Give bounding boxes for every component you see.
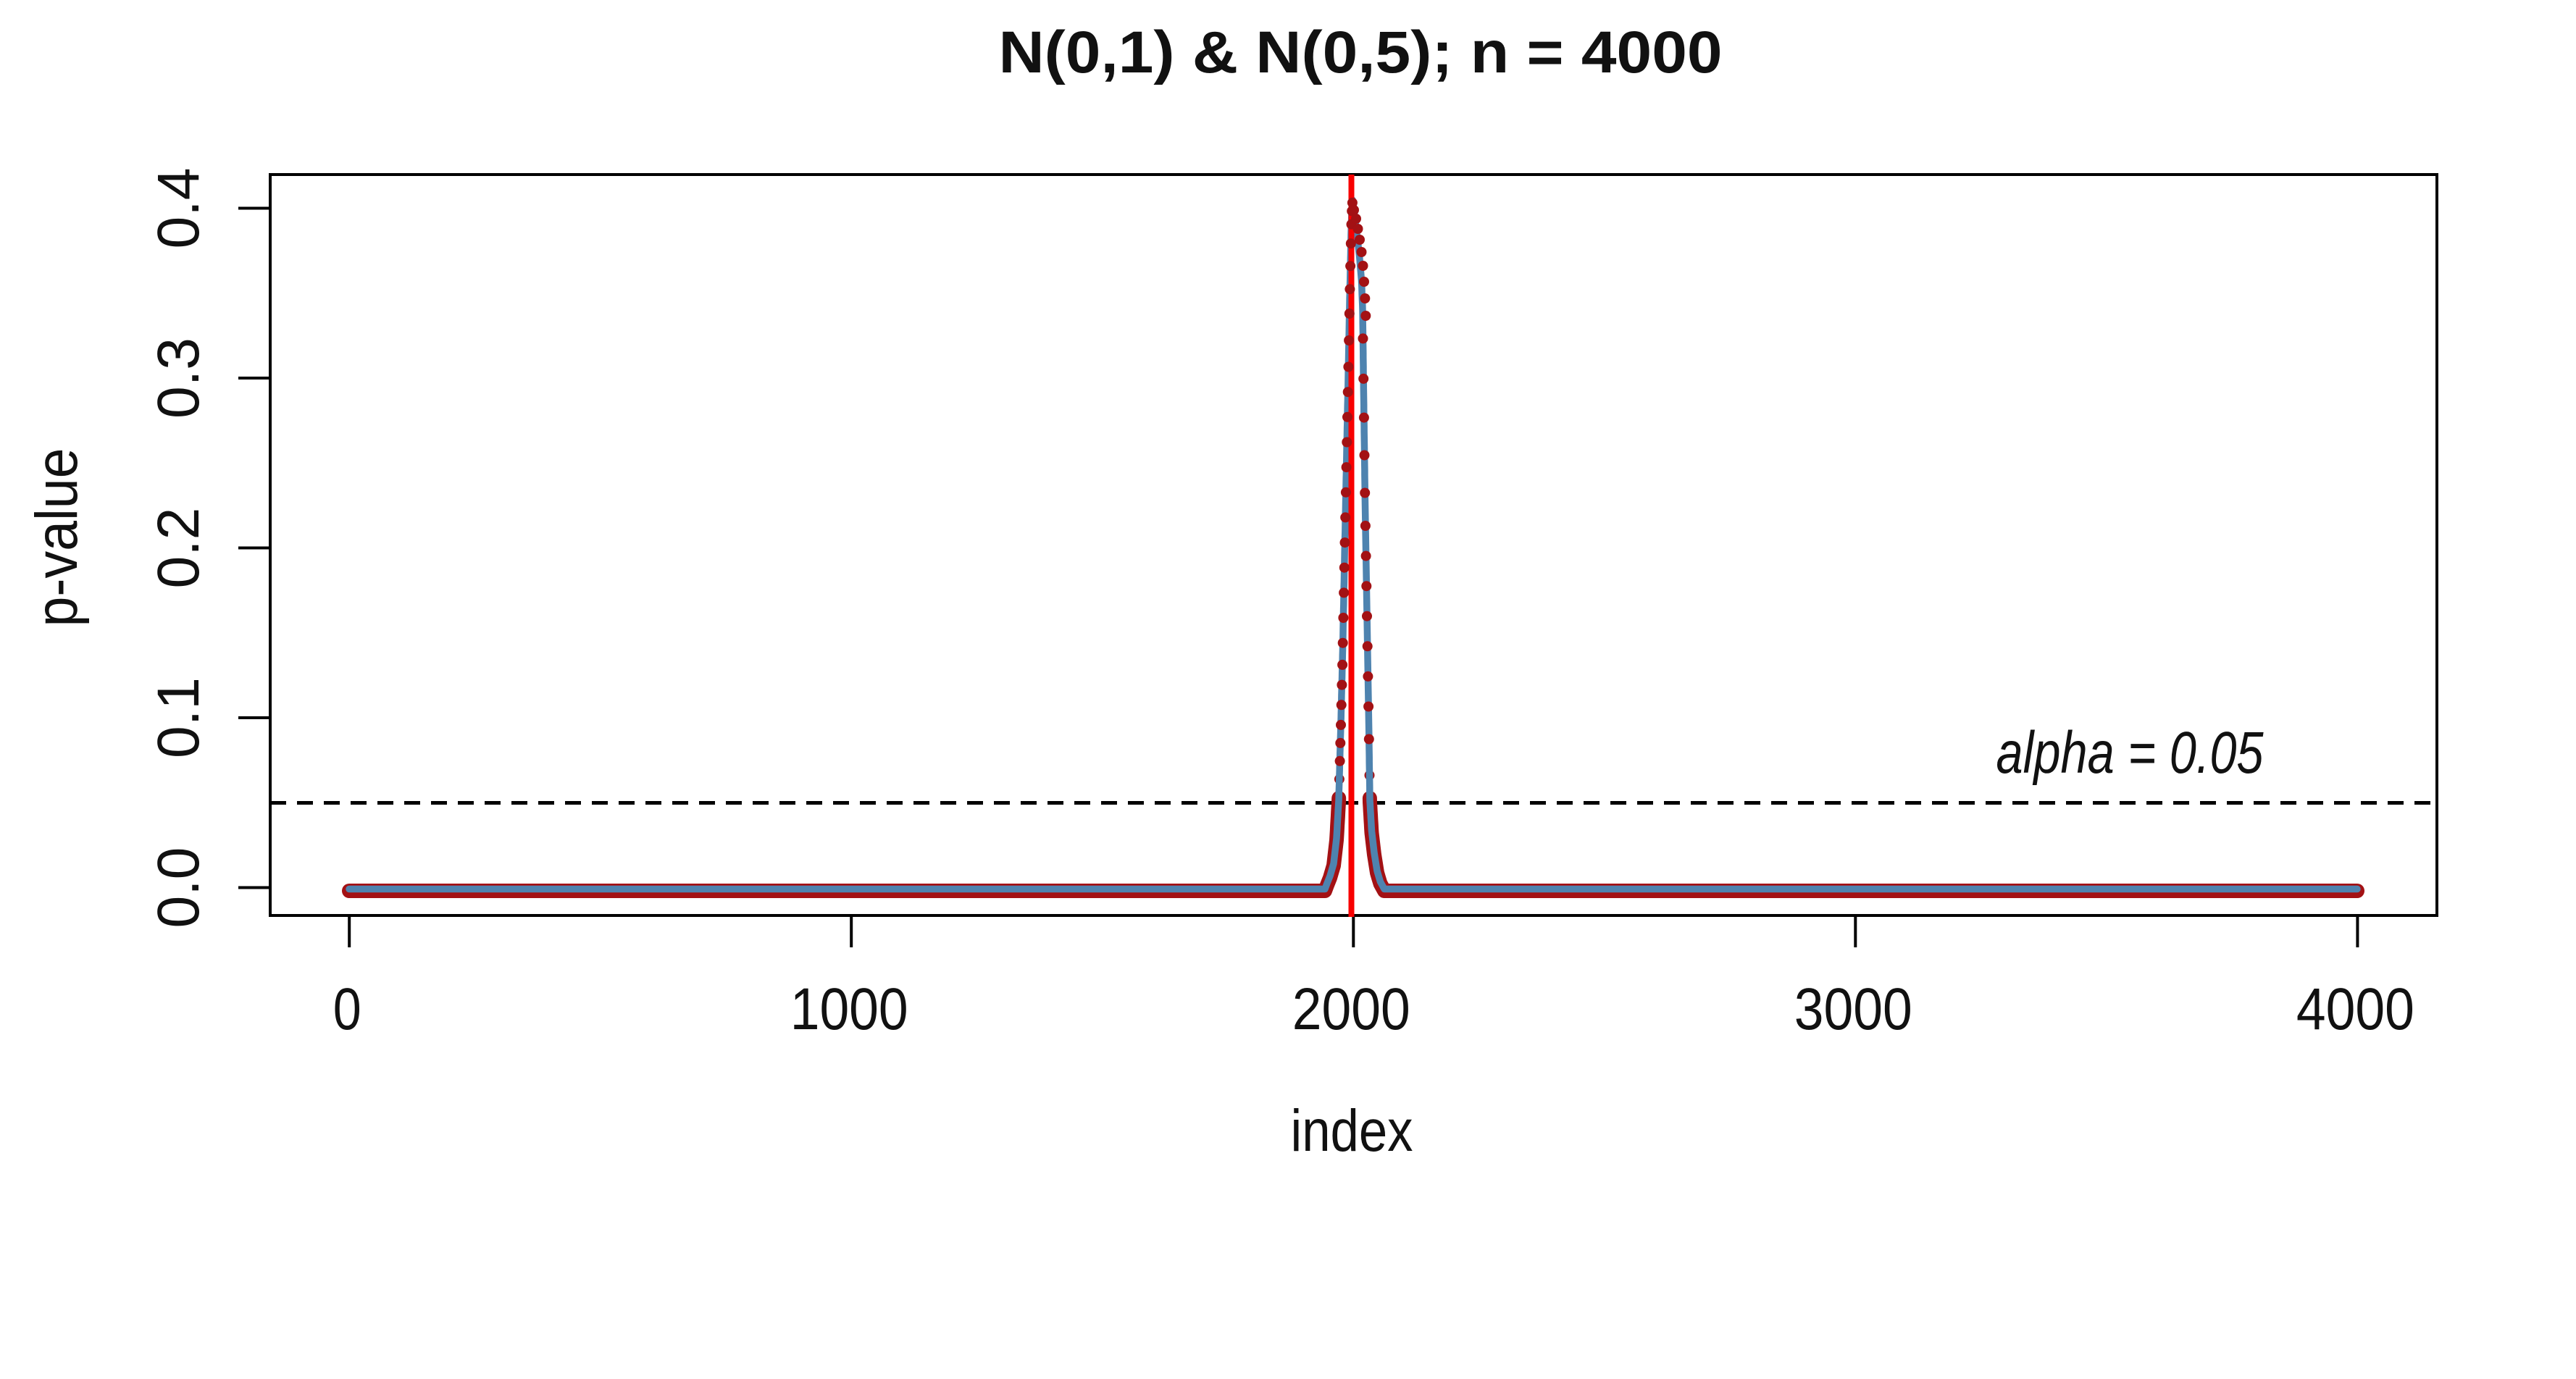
svg-text:alpha = 0.05: alpha = 0.05 bbox=[1996, 720, 2264, 786]
svg-text:p-value: p-value bbox=[24, 448, 90, 627]
svg-text:4000: 4000 bbox=[2296, 976, 2414, 1042]
svg-text:index: index bbox=[1291, 1098, 1413, 1164]
svg-text:0.3: 0.3 bbox=[146, 338, 212, 419]
svg-text:0.0: 0.0 bbox=[146, 847, 212, 929]
svg-text:0.2: 0.2 bbox=[146, 508, 212, 589]
svg-text:0.4: 0.4 bbox=[146, 168, 212, 249]
svg-text:2000: 2000 bbox=[1292, 976, 1410, 1042]
svg-text:0.1: 0.1 bbox=[146, 677, 212, 758]
svg-text:3000: 3000 bbox=[1794, 976, 1912, 1042]
svg-text:N(0,1) & N(0,5); n = 4000: N(0,1) & N(0,5); n = 4000 bbox=[999, 20, 1723, 85]
svg-text:1000: 1000 bbox=[790, 976, 908, 1042]
svg-text:0: 0 bbox=[333, 976, 361, 1042]
